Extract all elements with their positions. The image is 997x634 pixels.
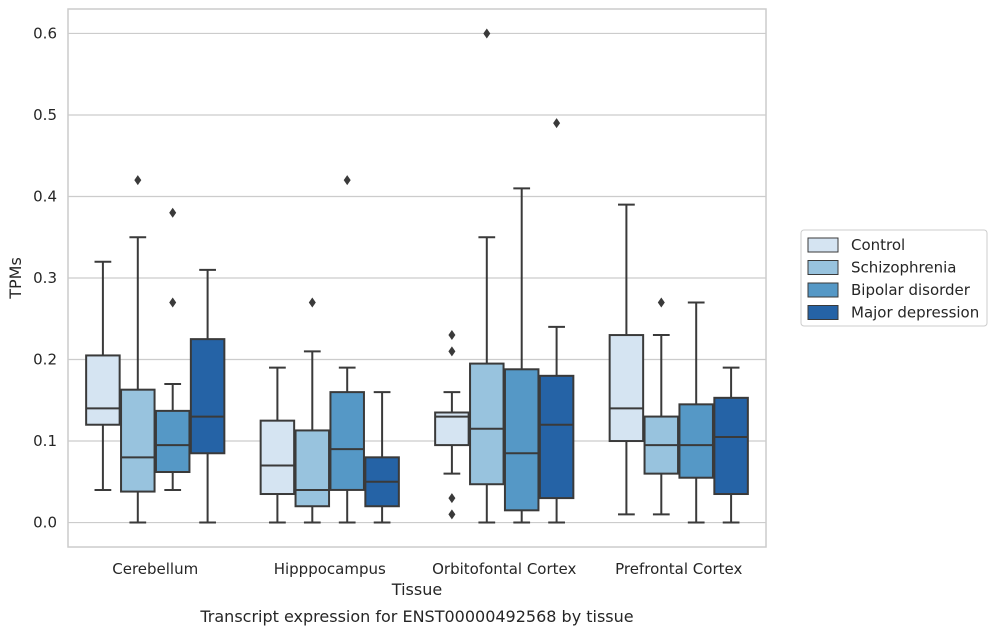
y-tick-labels: 0.0 0.1 0.2 0.3 0.4 0.5 0.6 bbox=[33, 24, 57, 531]
box-body bbox=[329, 391, 365, 491]
box-3 bbox=[503, 187, 540, 524]
box-3 bbox=[329, 175, 365, 524]
y-tick-label: 0.4 bbox=[33, 187, 57, 205]
y-tick-label: 0.5 bbox=[33, 106, 57, 124]
box-4 bbox=[713, 366, 749, 524]
box-body bbox=[469, 362, 505, 486]
legend-item: Bipolar disorder bbox=[807, 281, 971, 299]
legend-label: Bipolar disorder bbox=[851, 281, 971, 299]
legend-frame bbox=[800, 229, 988, 327]
outlier-point bbox=[134, 175, 142, 186]
x-tick-labels: Cerebellum Hipppocampus Orbitofontal Corte… bbox=[112, 560, 742, 578]
legend: Control Schizophrenia Bipolar disorder Majo… bbox=[800, 229, 988, 327]
outlier-point bbox=[448, 330, 456, 341]
legend-label: Major depression bbox=[851, 304, 979, 322]
outlier-point bbox=[657, 297, 665, 308]
legend-label: Schizophrenia bbox=[851, 259, 956, 277]
box-body bbox=[120, 388, 156, 493]
box-body bbox=[85, 354, 121, 426]
box-2 bbox=[469, 28, 505, 524]
outlier-point bbox=[448, 509, 456, 520]
box-body bbox=[294, 429, 331, 508]
x-tick-label: Hipppocampus bbox=[274, 560, 386, 578]
outlier-point bbox=[169, 207, 177, 218]
box-3 bbox=[678, 301, 714, 524]
legend-item: Schizophrenia bbox=[807, 259, 956, 277]
x-axis-title: Tissue bbox=[391, 580, 442, 599]
box-3 bbox=[154, 207, 191, 491]
y-tick-label: 0.0 bbox=[33, 514, 57, 532]
x-tick-label: Cerebellum bbox=[112, 560, 198, 578]
y-tick-label: 0.1 bbox=[33, 432, 57, 450]
legend-swatch bbox=[807, 305, 839, 320]
outlier-point bbox=[483, 28, 491, 39]
legend-swatch bbox=[807, 260, 839, 275]
figure-caption: Transcript expression for ENST0000049256… bbox=[199, 607, 633, 626]
box-body bbox=[154, 409, 191, 474]
box-body bbox=[503, 368, 540, 512]
box-4 bbox=[364, 391, 400, 524]
box-1 bbox=[608, 203, 645, 516]
y-tick-label: 0.6 bbox=[33, 24, 57, 42]
box-2 bbox=[294, 297, 331, 524]
box-1 bbox=[259, 366, 296, 524]
legend-label: Control bbox=[851, 236, 905, 254]
box-body bbox=[678, 403, 714, 479]
box-body bbox=[434, 411, 470, 447]
outlier-point bbox=[308, 297, 316, 308]
y-tick-label: 0.3 bbox=[33, 269, 57, 287]
legend-swatch bbox=[807, 237, 839, 253]
box-4 bbox=[189, 268, 226, 524]
box-body bbox=[259, 419, 296, 496]
box-1 bbox=[85, 260, 121, 491]
y-tick-label: 0.2 bbox=[33, 351, 57, 369]
box-4 bbox=[538, 118, 575, 524]
box-2 bbox=[120, 175, 156, 524]
legend-item: Control bbox=[807, 236, 905, 254]
x-tick-label: Orbitofontal Cortex bbox=[432, 560, 576, 578]
x-tick-label: Prefrontal Cortex bbox=[615, 560, 742, 578]
legend-swatch bbox=[807, 282, 839, 298]
y-axis-title: TPMs bbox=[6, 257, 25, 300]
box-body bbox=[189, 338, 226, 455]
box-body bbox=[713, 396, 749, 496]
box-1 bbox=[434, 330, 470, 520]
outlier-point bbox=[448, 346, 456, 357]
box-body bbox=[608, 334, 645, 443]
outlier-point bbox=[169, 297, 177, 308]
outlier-point bbox=[553, 118, 561, 129]
box-body bbox=[538, 374, 575, 500]
legend-item: Major depression bbox=[807, 304, 979, 322]
box-2 bbox=[643, 297, 680, 516]
box-groups bbox=[85, 28, 749, 524]
outlier-point bbox=[343, 175, 351, 186]
outlier-point bbox=[448, 493, 456, 504]
